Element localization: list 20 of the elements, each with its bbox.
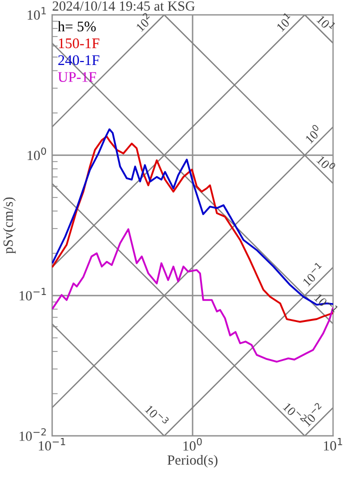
y-axis-title: pSv(cm/s) [3,197,16,254]
annotation: 10$^{−1}$ [300,262,326,287]
x-tick-label: 10$^{0}$ [183,438,202,451]
text: UP-1F [58,72,96,82]
text: 240-1F [58,55,100,66]
x-tick-label: 10$^{1}$ [324,438,342,451]
y-tick-label: 10$^{1}$ [28,7,46,20]
annotation: 10$^{−3}$ [144,402,170,428]
annotation: 10$^{1}$ [274,12,294,32]
annotation: 10$^{2}$ [134,12,154,32]
y-tick-label: 10$^{0}$ [28,147,46,160]
x-axis-title: Period(s) [168,454,218,468]
annotation: 10$^{0}$ [316,153,336,174]
chart-title: 2024/10/14 19:45 at KSG [52,1,195,11]
annotation: 10$^{1}$ [316,13,336,33]
y-tick-label: 10$^{−1}$ [20,288,46,300]
annotation: 10$^{−1}$ [314,291,339,316]
text: 150-1F [58,38,100,48]
annotation: 10$^{0}$ [302,124,323,144]
annotation: h= 5% [58,21,96,32]
